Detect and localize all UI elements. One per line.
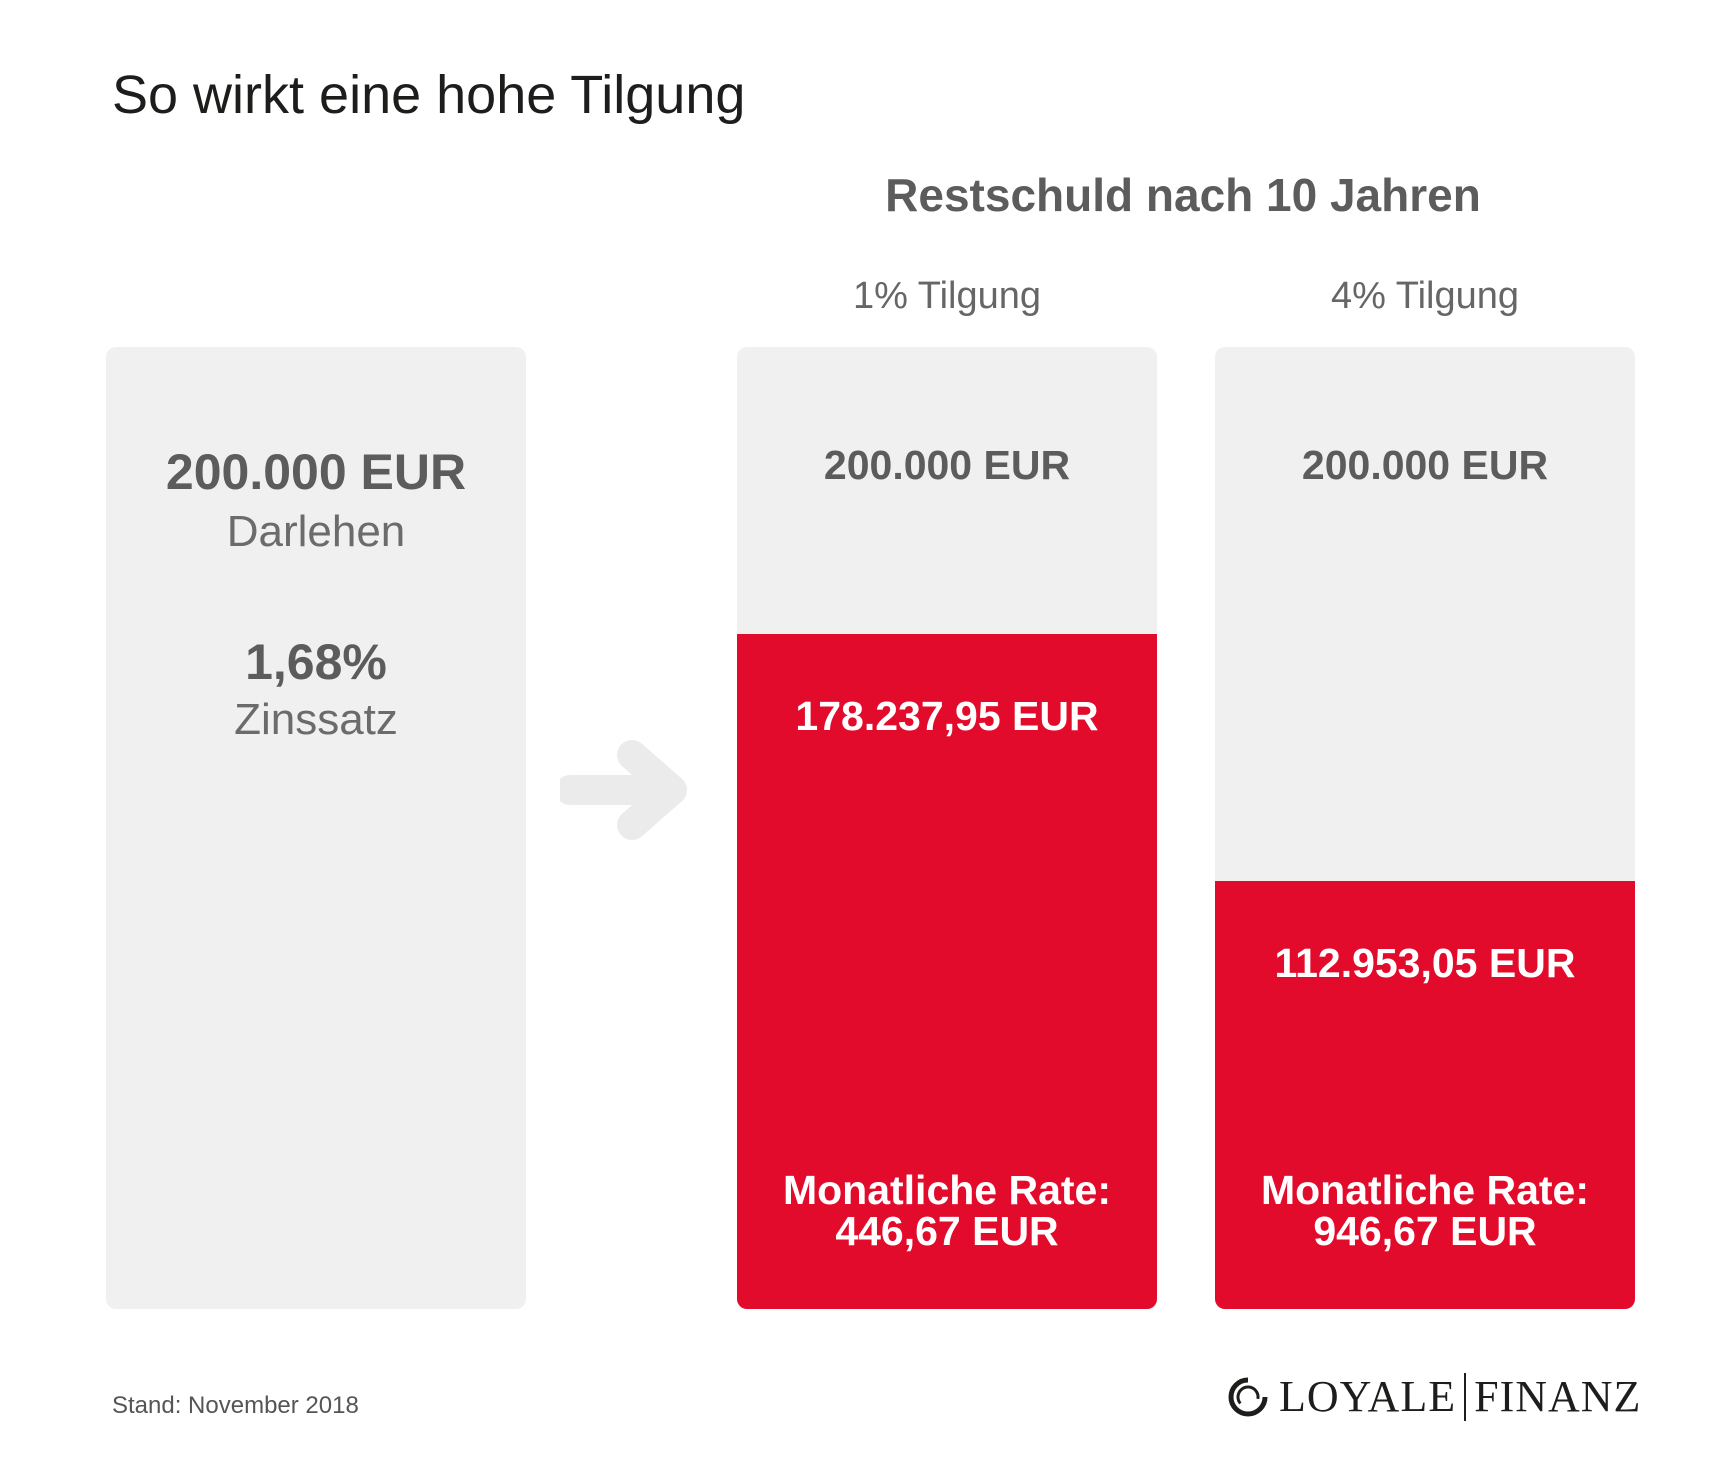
monthly-rate: Monatliche Rate: 446,67 EUR <box>737 1170 1157 1252</box>
monthly-rate: Monatliche Rate: 946,67 EUR <box>1215 1170 1635 1252</box>
bar-card-4-percent: 200.000 EUR 112.953,05 EUR Monatliche Ra… <box>1215 347 1635 1309</box>
remaining-debt-value: 112.953,05 EUR <box>1274 940 1576 986</box>
loan-amount: 200.000 EUR <box>165 444 467 500</box>
monthly-rate-label: Monatliche Rate: <box>782 1167 1112 1213</box>
chart-title: Restschuld nach 10 Jahren <box>885 169 1481 221</box>
bar-remaining-debt <box>737 634 1157 1309</box>
bar-card-1-percent: 200.000 EUR 178.237,95 EUR Monatliche Ra… <box>737 347 1157 1309</box>
brand-logo: LOYALE FINANZ <box>1225 1372 1641 1422</box>
footnote: Stand: November 2018 <box>112 1392 359 1419</box>
monthly-rate-value: 446,67 EUR <box>835 1208 1059 1254</box>
principal-amount: 200.000 EUR <box>823 442 1071 488</box>
remaining-debt-value: 178.237,95 EUR <box>795 693 1099 739</box>
column-label-4: 4% Tilgung <box>1330 275 1519 317</box>
interest-rate: 1,68% <box>245 634 387 690</box>
logo-text-left: LOYALE <box>1279 1372 1457 1421</box>
loan-card: 200.000 EUR Darlehen 1,68% Zinssatz <box>106 347 526 1309</box>
page-title: So wirkt eine hohe Tilgung <box>112 65 746 125</box>
logo-separator <box>1464 1373 1467 1421</box>
loan-amount-label: Darlehen <box>226 507 406 556</box>
interest-rate-label: Zinssatz <box>234 695 398 744</box>
arrow-right-icon <box>560 740 687 840</box>
monthly-rate-label: Monatliche Rate: <box>1260 1167 1590 1213</box>
logo-text-right: FINANZ <box>1474 1372 1642 1421</box>
column-label-1: 1% Tilgung <box>852 275 1041 317</box>
monthly-rate-value: 946,67 EUR <box>1313 1208 1537 1254</box>
principal-amount: 200.000 EUR <box>1301 442 1549 488</box>
bar-remaining-debt <box>1215 881 1635 1309</box>
loyale-ring-icon <box>1228 1377 1268 1417</box>
